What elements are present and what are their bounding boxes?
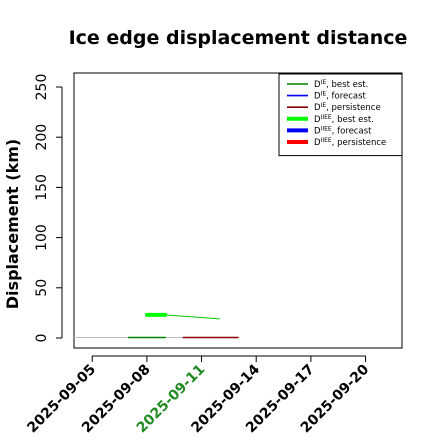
y-tick-label: 50 xyxy=(34,279,50,297)
legend-label: DIIEE, best est. xyxy=(314,113,374,125)
y-tick-label: 250 xyxy=(34,74,50,101)
y-tick-label: 0 xyxy=(34,334,50,343)
legend-label: DIIEE, persistence xyxy=(314,137,386,149)
legend-label: DIE, persistence xyxy=(314,102,381,114)
y-tick-label: 150 xyxy=(34,174,50,201)
legend-label: DIE, forecast xyxy=(314,90,367,102)
y-axis-label: Displacement (km) xyxy=(3,139,22,309)
y-tick-label: 100 xyxy=(34,224,50,251)
x-axis: 2025-09-052025-09-082025-09-112025-09-14… xyxy=(24,355,373,436)
y-tick-label: 200 xyxy=(34,124,50,151)
chart-title: Ice edge displacement distance xyxy=(69,27,408,49)
plot-frame xyxy=(73,72,403,349)
legend-label: DIE, best est. xyxy=(314,79,368,91)
series-layer xyxy=(74,312,239,339)
legend-label: DIIEE, forecast xyxy=(314,125,372,137)
y-axis: 0 50 100 150 200 250 xyxy=(34,74,63,343)
extra-line-0 xyxy=(165,314,220,320)
